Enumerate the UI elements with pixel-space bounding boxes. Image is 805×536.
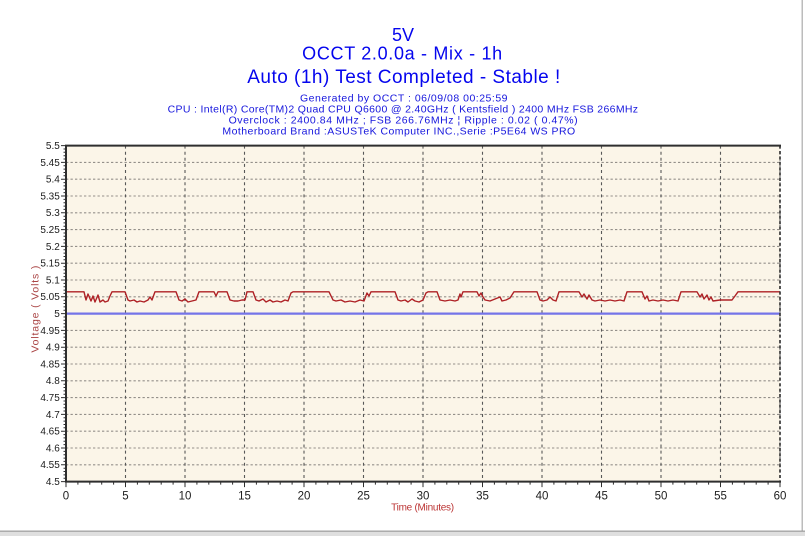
- svg-text:5.2: 5.2: [46, 242, 60, 253]
- svg-text:5.1: 5.1: [46, 275, 60, 286]
- svg-text:4.8: 4.8: [46, 376, 60, 387]
- svg-text:55: 55: [714, 491, 727, 503]
- svg-text:4.65: 4.65: [40, 427, 60, 438]
- svg-text:5.45: 5.45: [40, 158, 60, 169]
- svg-text:10: 10: [179, 491, 192, 503]
- svg-text:0: 0: [63, 491, 69, 503]
- svg-text:25: 25: [357, 491, 370, 503]
- svg-text:5.4: 5.4: [46, 175, 60, 186]
- svg-text:30: 30: [417, 491, 430, 503]
- svg-text:4.85: 4.85: [40, 359, 60, 370]
- svg-text:Time (Minutes): Time (Minutes): [391, 503, 454, 514]
- svg-text:50: 50: [655, 491, 668, 503]
- svg-text:5.5: 5.5: [46, 141, 60, 152]
- svg-text:5.05: 5.05: [40, 292, 60, 303]
- svg-text:60: 60: [774, 491, 787, 503]
- svg-text:Generated by OCCT : 06/09/08 0: Generated by OCCT : 06/09/08 00:25:59: [300, 93, 508, 105]
- svg-text:5.35: 5.35: [40, 191, 60, 202]
- svg-text:45: 45: [595, 491, 608, 503]
- svg-text:4.9: 4.9: [46, 343, 60, 354]
- svg-text:40: 40: [536, 491, 549, 503]
- svg-text:4.95: 4.95: [40, 326, 60, 337]
- svg-text:4.75: 4.75: [40, 393, 60, 404]
- svg-text:Voltage ( Volts ): Voltage ( Volts ): [30, 265, 42, 353]
- svg-text:5.25: 5.25: [40, 225, 60, 236]
- svg-text:20: 20: [298, 491, 311, 503]
- svg-text:4.55: 4.55: [40, 460, 60, 471]
- svg-text:5.15: 5.15: [40, 259, 60, 270]
- svg-text:Motherboard Brand :ASUSTeK Com: Motherboard Brand :ASUSTeK Computer INC.…: [222, 126, 575, 138]
- svg-text:5: 5: [54, 309, 60, 320]
- svg-text:5V: 5V: [392, 25, 414, 45]
- svg-text:4.6: 4.6: [46, 443, 60, 454]
- svg-text:Auto (1h) Test Completed - Sta: Auto (1h) Test Completed - Stable !: [247, 67, 561, 88]
- svg-text:CPU : Intel(R) Core(TM)2 Quad: CPU : Intel(R) Core(TM)2 Quad CPU Q6600 …: [168, 104, 639, 116]
- svg-text:35: 35: [476, 491, 489, 503]
- svg-text:5: 5: [122, 491, 128, 503]
- svg-text:5.3: 5.3: [46, 208, 60, 219]
- svg-text:Overclock : 2400.84 MHz ; FSB: Overclock : 2400.84 MHz ; FSB 266.76MHz …: [229, 115, 579, 127]
- svg-text:4.5: 4.5: [46, 477, 60, 488]
- svg-text:15: 15: [238, 491, 251, 503]
- svg-text:OCCT 2.0.0a - Mix - 1h: OCCT 2.0.0a - Mix - 1h: [302, 44, 503, 64]
- svg-text:4.7: 4.7: [46, 410, 60, 421]
